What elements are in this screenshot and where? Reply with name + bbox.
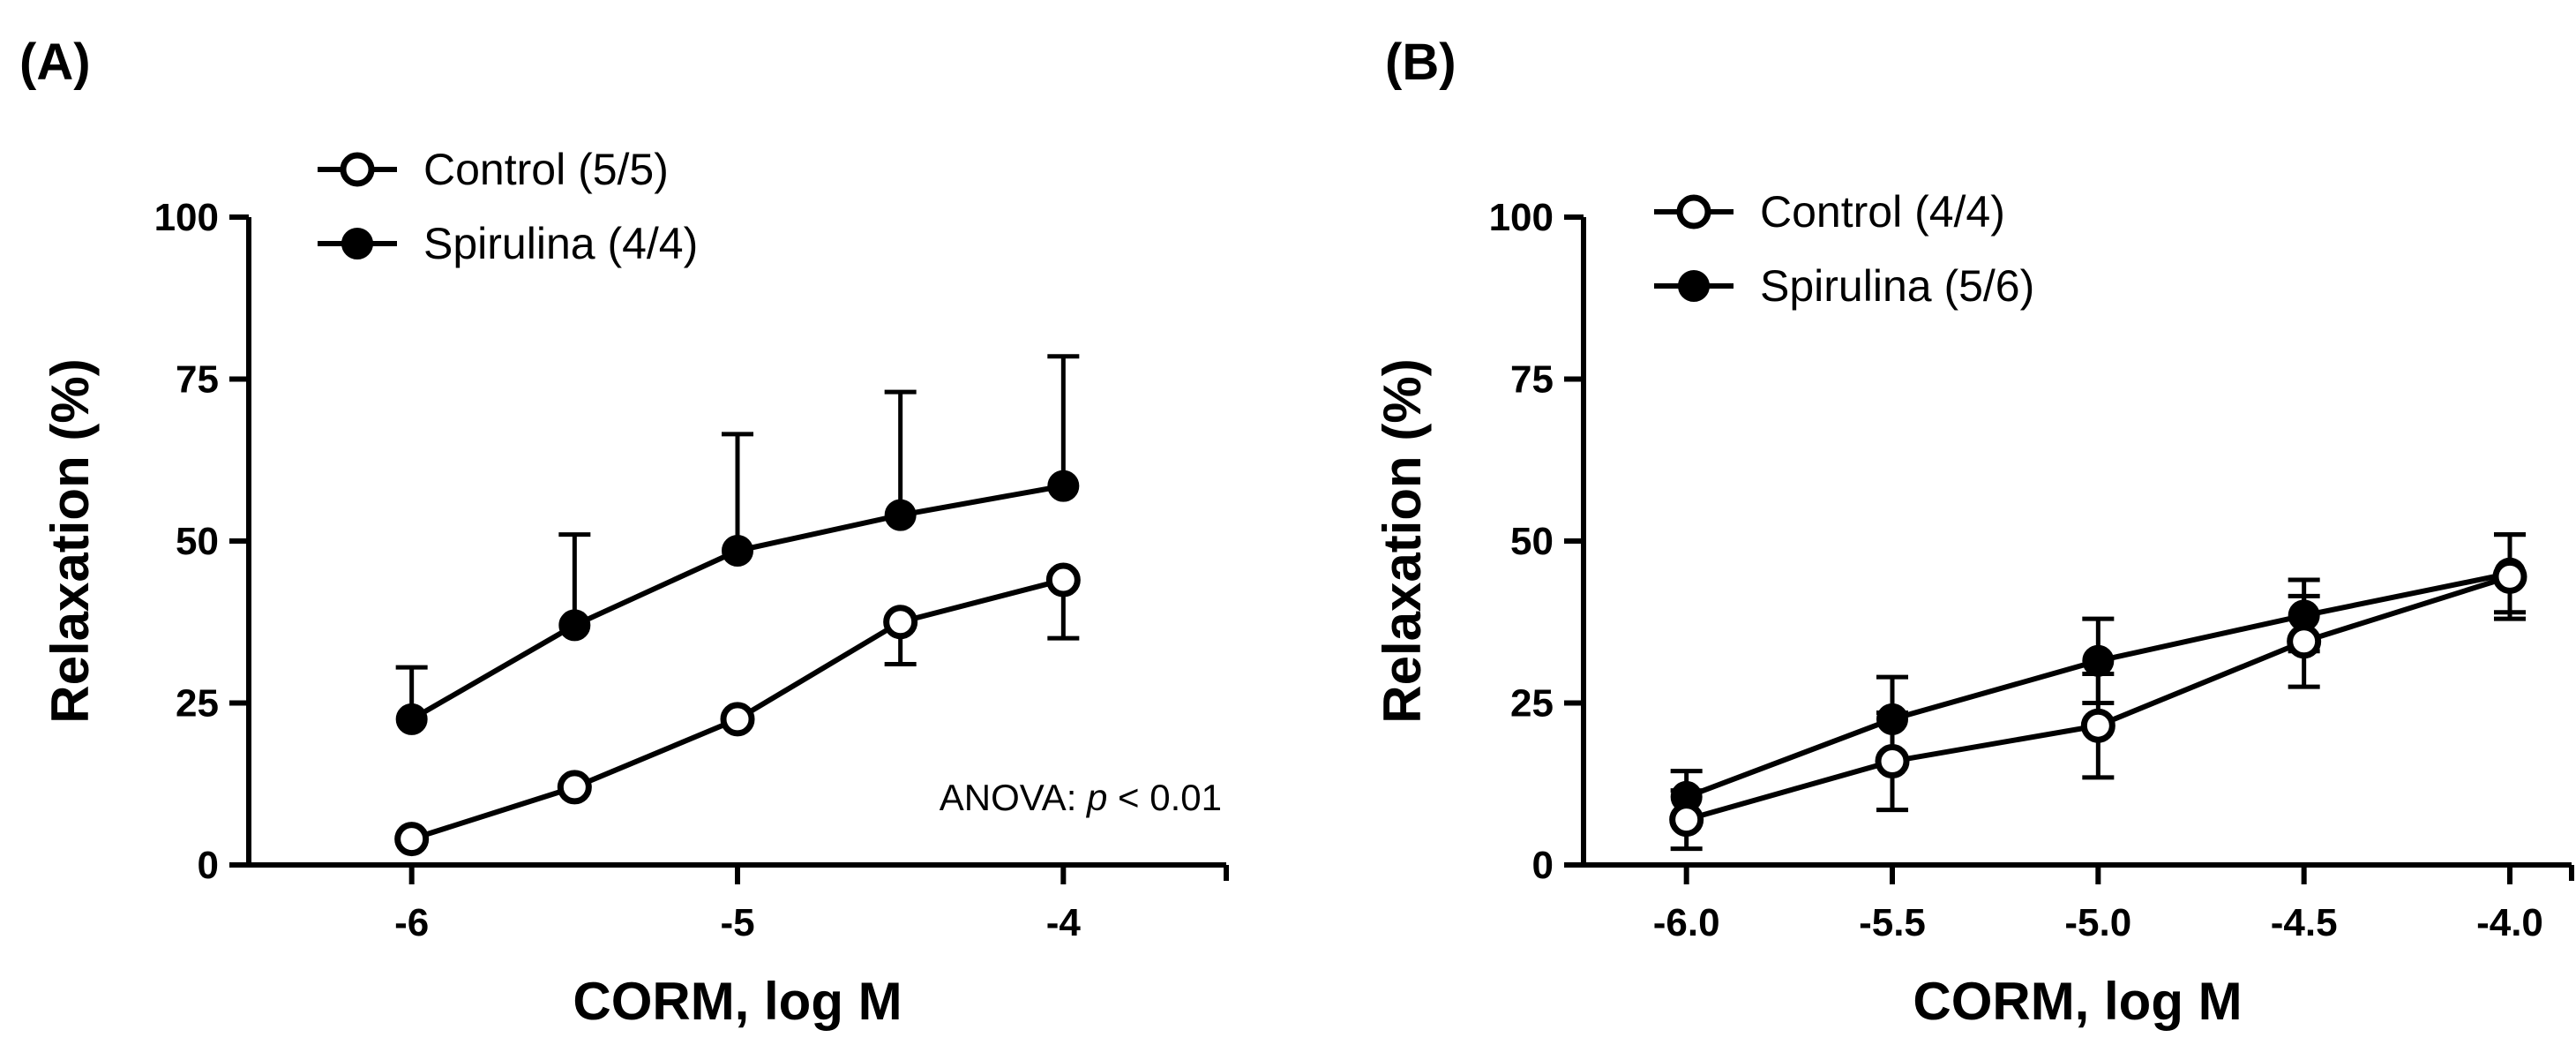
data-point-spirulina (722, 535, 753, 568)
legend-label: Spirulina (5/6) (1760, 261, 2034, 311)
legend-marker-open (340, 152, 375, 187)
y-tick-label: 100 (1489, 196, 1554, 239)
data-point-spirulina (558, 609, 591, 642)
data-point-control (2080, 708, 2115, 743)
x-tick-label: -6 (394, 901, 429, 944)
x-tick-label: -5.0 (2064, 901, 2131, 944)
panel-label-b: (B) (1385, 34, 1456, 91)
y-axis-title: Relaxation (%) (41, 358, 100, 723)
y-tick-label: 50 (176, 520, 219, 563)
x-tick-label: -4.5 (2271, 901, 2338, 944)
y-tick-label: 25 (176, 682, 219, 725)
panel-a: (A) 0 25 50 75 100 -6 -5 -4 CORM, log M Relaxation… (19, 34, 1229, 1031)
y-tick-label: 75 (1510, 358, 1554, 402)
data-point-spirulina (884, 499, 917, 531)
legend-label: Control (4/4) (1760, 187, 2005, 237)
data-point-control (720, 702, 755, 737)
data-point-spirulina (1047, 470, 1080, 502)
data-point-control (1045, 562, 1081, 598)
data-point-control (883, 605, 918, 640)
x-tick-label: -5.5 (1859, 901, 1926, 944)
x-axis-title: CORM, log M (1913, 972, 2242, 1031)
anova-annotation: ANOVA: p < 0.01 (940, 777, 1222, 818)
legend-marker-filled (1678, 270, 1710, 302)
y-tick-label: 25 (1510, 682, 1554, 725)
data-point-spirulina (2082, 644, 2115, 677)
x-tick-label: -5 (720, 901, 754, 944)
legend-label: Control (5/5) (423, 145, 669, 194)
data-point-control (2287, 624, 2322, 659)
data-point-spirulina (1876, 703, 1908, 735)
legend-label: Spirulina (4/4) (423, 219, 698, 268)
legend-marker-filled (341, 228, 373, 259)
data-point-control (2492, 559, 2527, 594)
x-tick-label: -4.0 (2476, 901, 2543, 944)
data-point-control (1669, 802, 1704, 838)
data-point-control (1875, 744, 1910, 779)
y-tick-label: 0 (1532, 844, 1554, 887)
x-tick-label: -4 (1046, 901, 1082, 944)
x-axis-title: CORM, log M (573, 972, 902, 1031)
legend-marker-open (1676, 194, 1711, 229)
y-tick-label: 75 (176, 358, 219, 402)
data-point-control (557, 770, 592, 805)
y-tick-label: 100 (154, 196, 219, 239)
data-point-spirulina (395, 703, 428, 735)
data-point-control (394, 822, 430, 857)
panel-b: (B) 0 25 50 75 100 -6.0 -5.5 -5.0 -4.5 -4.0 CORM, l… (1373, 34, 2574, 1031)
y-tick-label: 0 (198, 844, 219, 887)
y-tick-label: 50 (1510, 520, 1554, 563)
panel-label-a: (A) (19, 34, 91, 91)
y-axis-title: Relaxation (%) (1373, 358, 1432, 723)
x-tick-label: -6.0 (1653, 901, 1720, 944)
